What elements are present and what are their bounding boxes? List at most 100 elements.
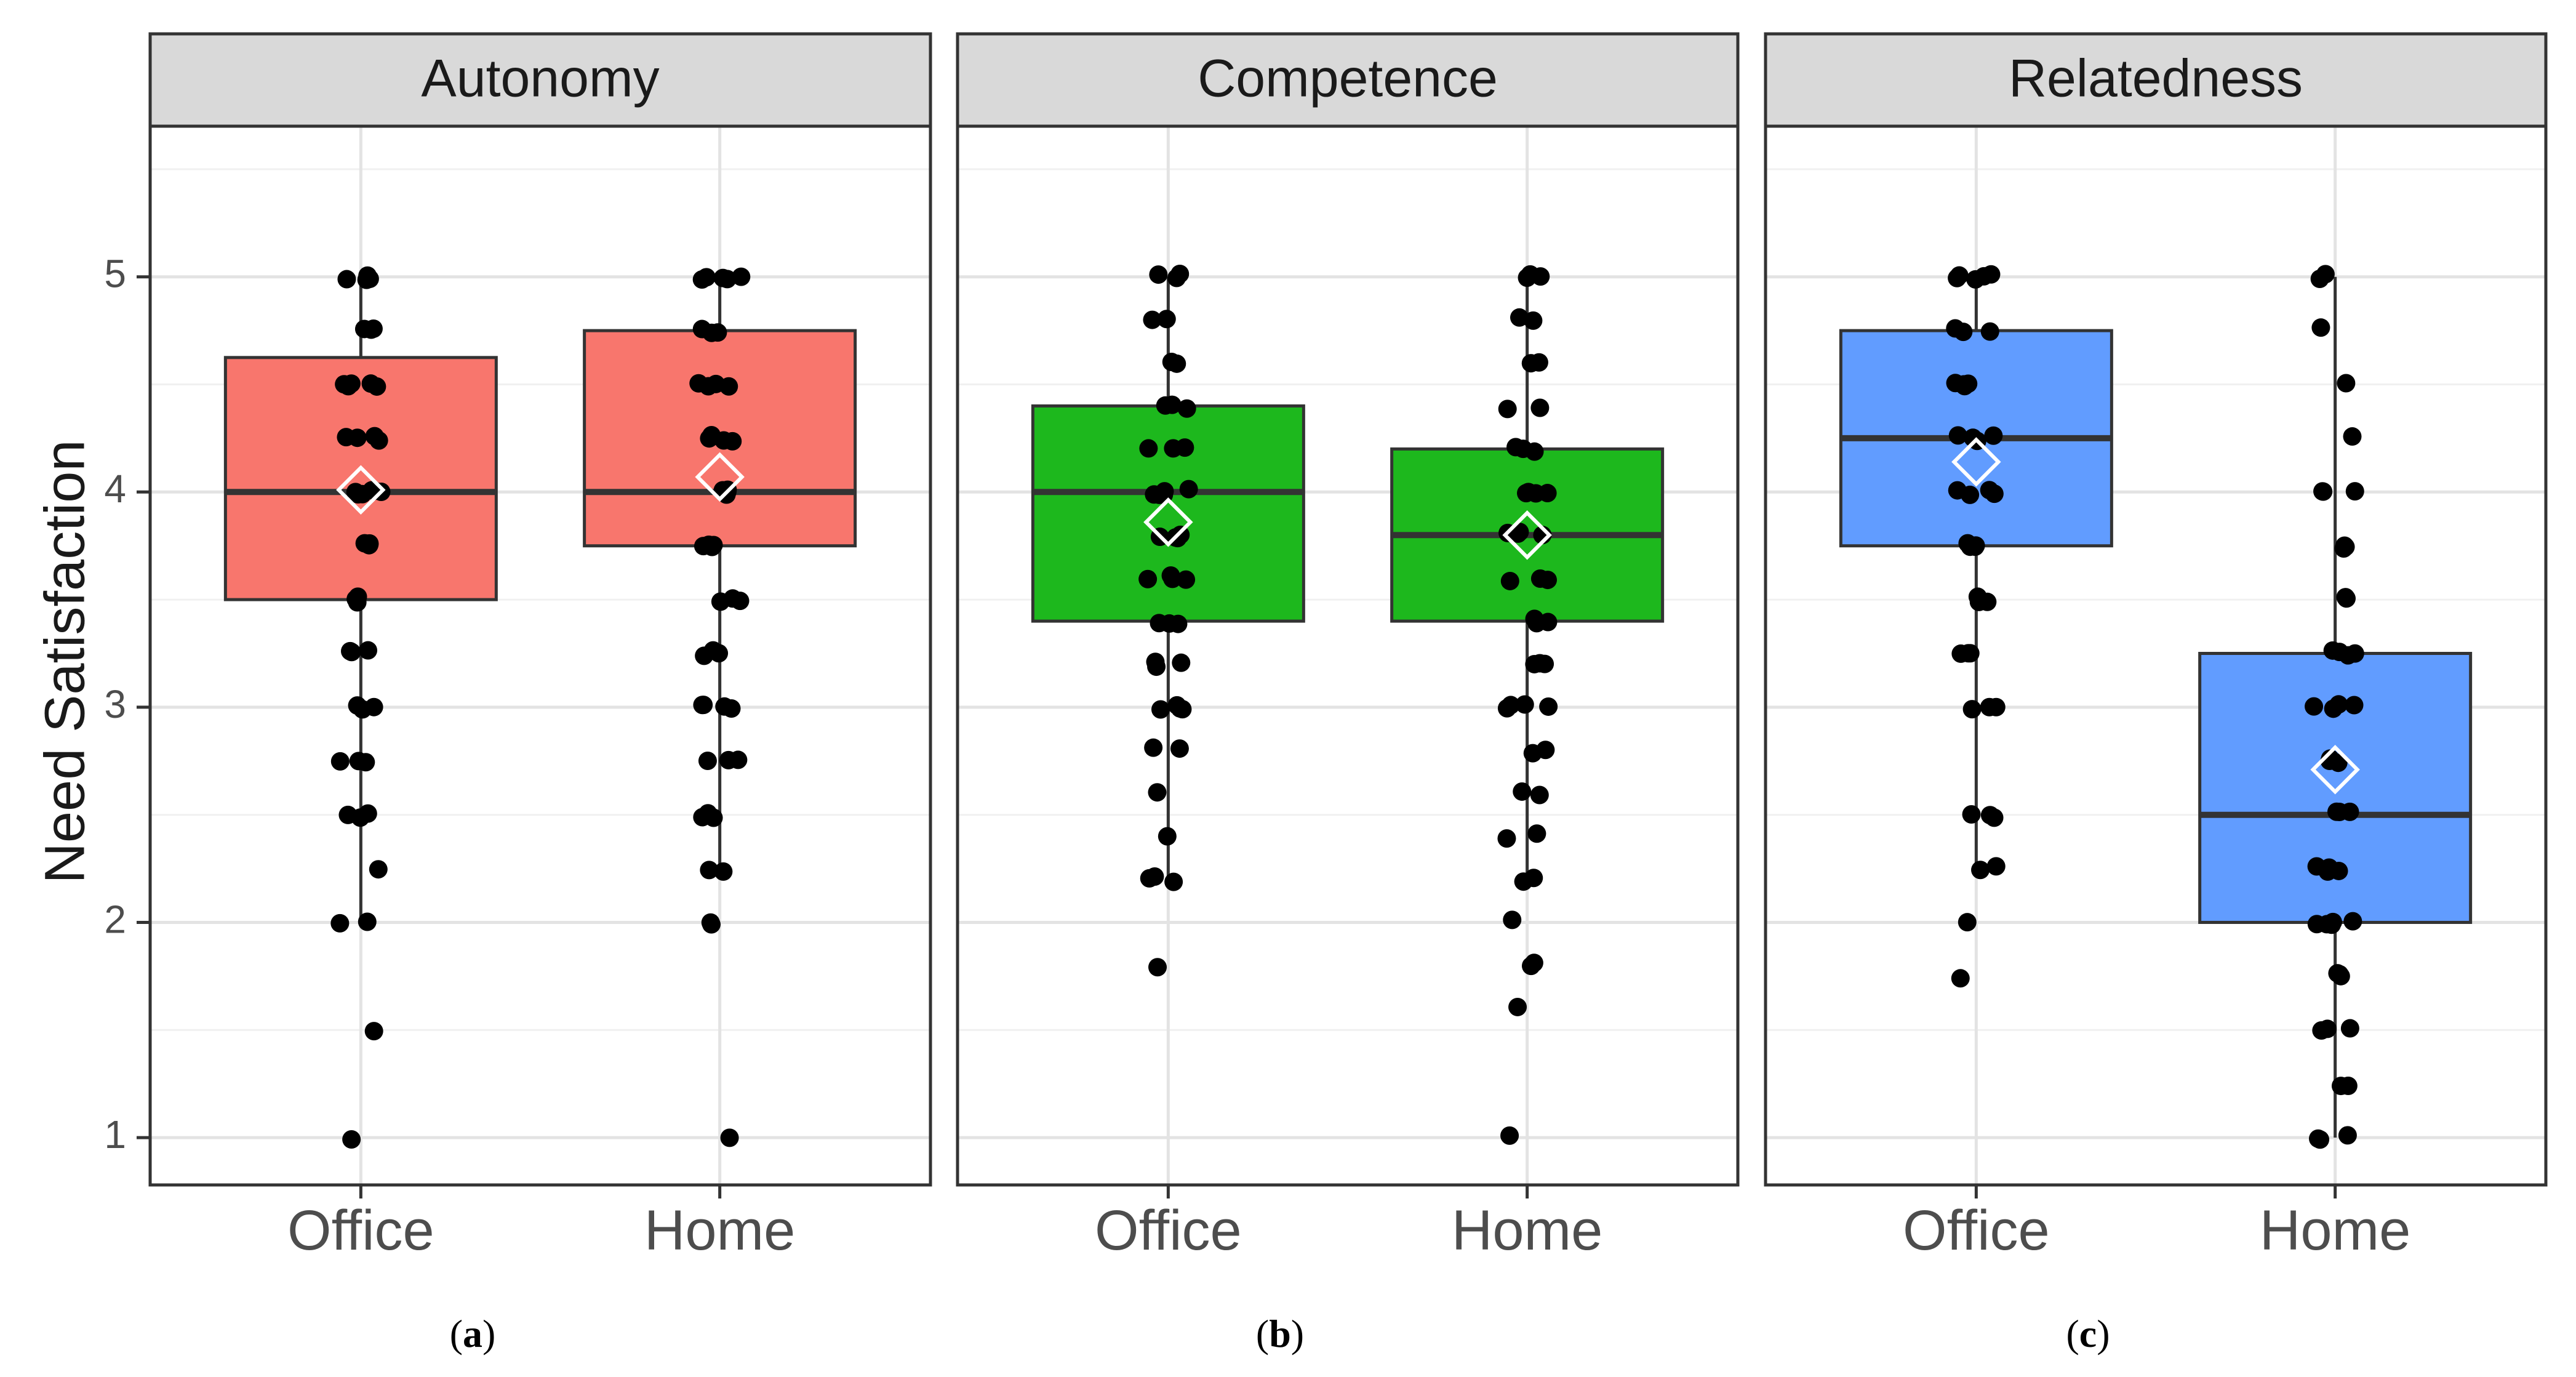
y-axis-title: Need Satisfaction [33,440,96,883]
data-point [1161,566,1180,585]
data-point [1539,697,1558,716]
data-point [1510,308,1529,327]
data-point [2337,374,2356,393]
data-point [2318,915,2337,934]
mean-marker [2310,745,2360,795]
y-tick-label: 2 [104,897,126,941]
data-point [1525,609,1544,628]
data-point [1980,322,1999,341]
data-point [1158,827,1177,846]
data-point [1145,867,1164,886]
data-point [1170,739,1189,758]
data-point [364,1022,383,1041]
panel-background [150,126,930,1185]
data-point [714,862,733,881]
x-tick-label-home: Home [2260,1199,2410,1262]
data-point [2343,912,2362,931]
box-office [223,356,498,601]
panel-competence: Competence Office Home (b) [956,32,1740,1355]
data-point [1966,537,1985,556]
box-home [2198,652,2473,924]
data-point [342,1130,361,1149]
data-point [2338,646,2358,665]
data-point [732,267,751,286]
x-tick-label-office: Office [1903,1199,2050,1262]
data-point [694,696,713,715]
data-point [698,804,718,823]
data-point [1962,700,1982,719]
data-point [1526,484,1545,503]
data-point [1948,268,1967,287]
data-point [1172,653,1191,672]
subfigure-label: (c) [2066,1312,2110,1355]
data-point [348,587,367,606]
data-point [361,374,380,393]
data-point [2334,539,2353,558]
data-point [1162,353,1181,372]
data-point [337,428,356,447]
panel-border [956,124,1740,1187]
box-office [1031,404,1305,623]
x-tick-label-office: Office [1095,1199,1242,1262]
data-point [1523,744,1542,763]
data-point [1961,485,1980,504]
data-point [1143,310,1162,329]
data-point [1139,439,1158,458]
x-tick-label-office: Office [287,1199,434,1262]
x-tick-label-home: Home [1452,1199,1602,1262]
data-point [1984,426,2003,445]
data-point [723,589,742,608]
strip-label: Competence [1198,49,1498,108]
data-point [1535,654,1554,673]
data-point [1948,426,1967,445]
data-point [1538,571,1558,590]
strip-background [148,32,932,128]
data-point [365,427,384,446]
mean-marker [336,465,386,515]
data-point [1173,700,1192,719]
x-tick-label-home: Home [644,1199,795,1262]
data-point [1531,267,1550,286]
data-point [689,374,708,393]
data-point [1497,829,1516,848]
data-point [1985,808,2004,827]
subfigure-letter: a [463,1312,482,1355]
data-point [2305,697,2324,716]
subfigure-label: (b) [1256,1312,1304,1355]
mean-marker [1143,497,1193,547]
subfigure-letter: c [2079,1312,2097,1355]
data-point [1138,569,1158,588]
mean-marker [1502,510,1552,560]
data-point [1151,700,1170,719]
data-point [1500,1126,1519,1145]
data-point [700,861,719,880]
data-point [360,269,379,288]
data-point [1498,399,1517,419]
data-point [1515,695,1534,714]
data-point [1978,592,1997,611]
data-point [1177,399,1196,418]
data-point [2312,1021,2331,1040]
data-point [1530,398,1550,417]
data-point [1527,824,1546,843]
data-point [2328,964,2347,983]
data-point [369,860,388,879]
data-point [1958,913,1977,932]
data-point [1508,997,1527,1016]
data-point [2345,696,2364,715]
panel-border [1764,124,2548,1187]
data-point [1962,805,1981,824]
data-point [354,319,374,339]
data-point [1150,485,1169,504]
data-point [360,535,379,554]
data-point [1148,958,1167,977]
data-point [2329,695,2348,714]
data-point [1500,571,1519,590]
data-point [353,484,372,504]
data-point [1985,484,2004,504]
data-point [2323,641,2342,660]
data-point [1148,783,1167,802]
data-point [1514,440,1533,459]
data-point [2311,318,2330,337]
data-point [698,752,717,771]
